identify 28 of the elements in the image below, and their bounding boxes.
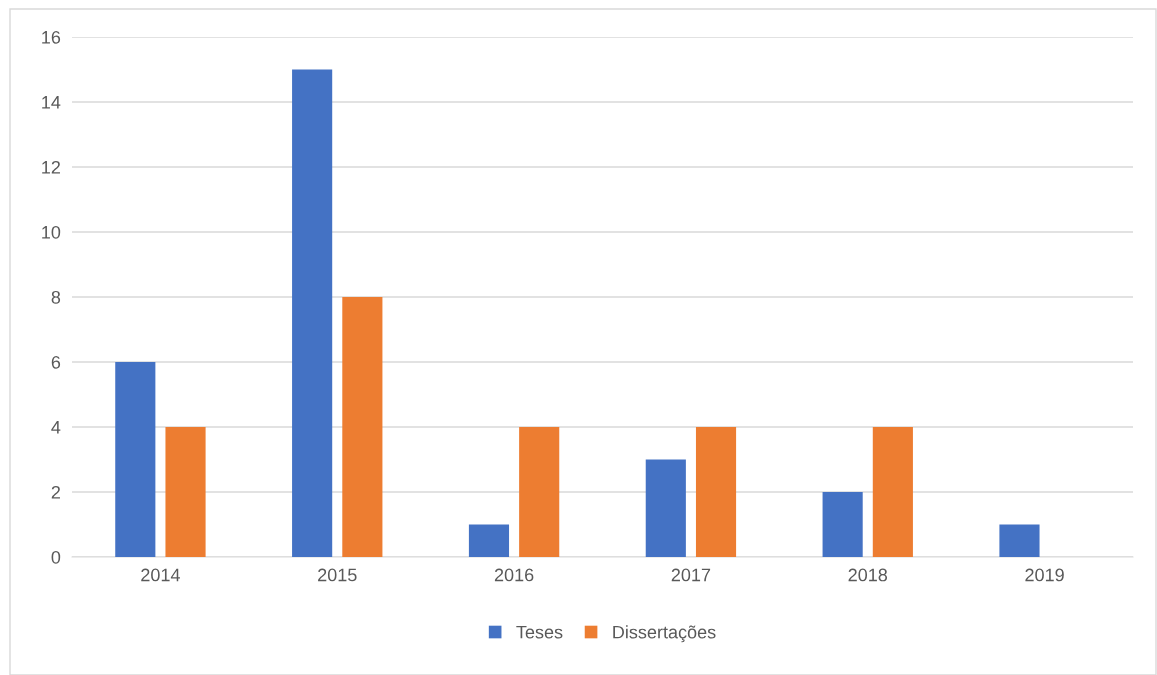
- bar: [165, 427, 206, 557]
- y-tick-label: 0: [51, 550, 61, 564]
- x-tick-label: 2019: [1025, 568, 1064, 582]
- bar: [342, 297, 383, 557]
- bar: [519, 427, 560, 557]
- y-tick-label: 14: [42, 96, 61, 109]
- bar: [115, 362, 156, 557]
- x-tick-label: 2016: [494, 568, 534, 582]
- bar: [999, 524, 1040, 557]
- y-tick-label: 6: [51, 355, 61, 369]
- bar: [292, 69, 333, 557]
- bar: [645, 459, 686, 557]
- bar: [822, 492, 863, 557]
- x-tick-label: 2017: [671, 568, 711, 582]
- y-tick-label: 10: [42, 225, 61, 239]
- y-tick-label: 12: [42, 160, 60, 174]
- x-tick-label: 2018: [848, 568, 888, 582]
- bar: [468, 524, 510, 557]
- x-tick-label: 2015: [318, 568, 357, 582]
- y-tick-label: 2: [51, 485, 60, 499]
- legend-label: Teses: [516, 625, 563, 639]
- y-tick-label: 16: [42, 30, 61, 44]
- y-tick-label: 8: [51, 290, 61, 304]
- x-tick-label: 2014: [141, 568, 180, 582]
- legend-label: Dissertações: [613, 625, 716, 643]
- y-tick-label: 4: [51, 421, 61, 434]
- bar: [872, 427, 913, 557]
- bar: [695, 427, 737, 557]
